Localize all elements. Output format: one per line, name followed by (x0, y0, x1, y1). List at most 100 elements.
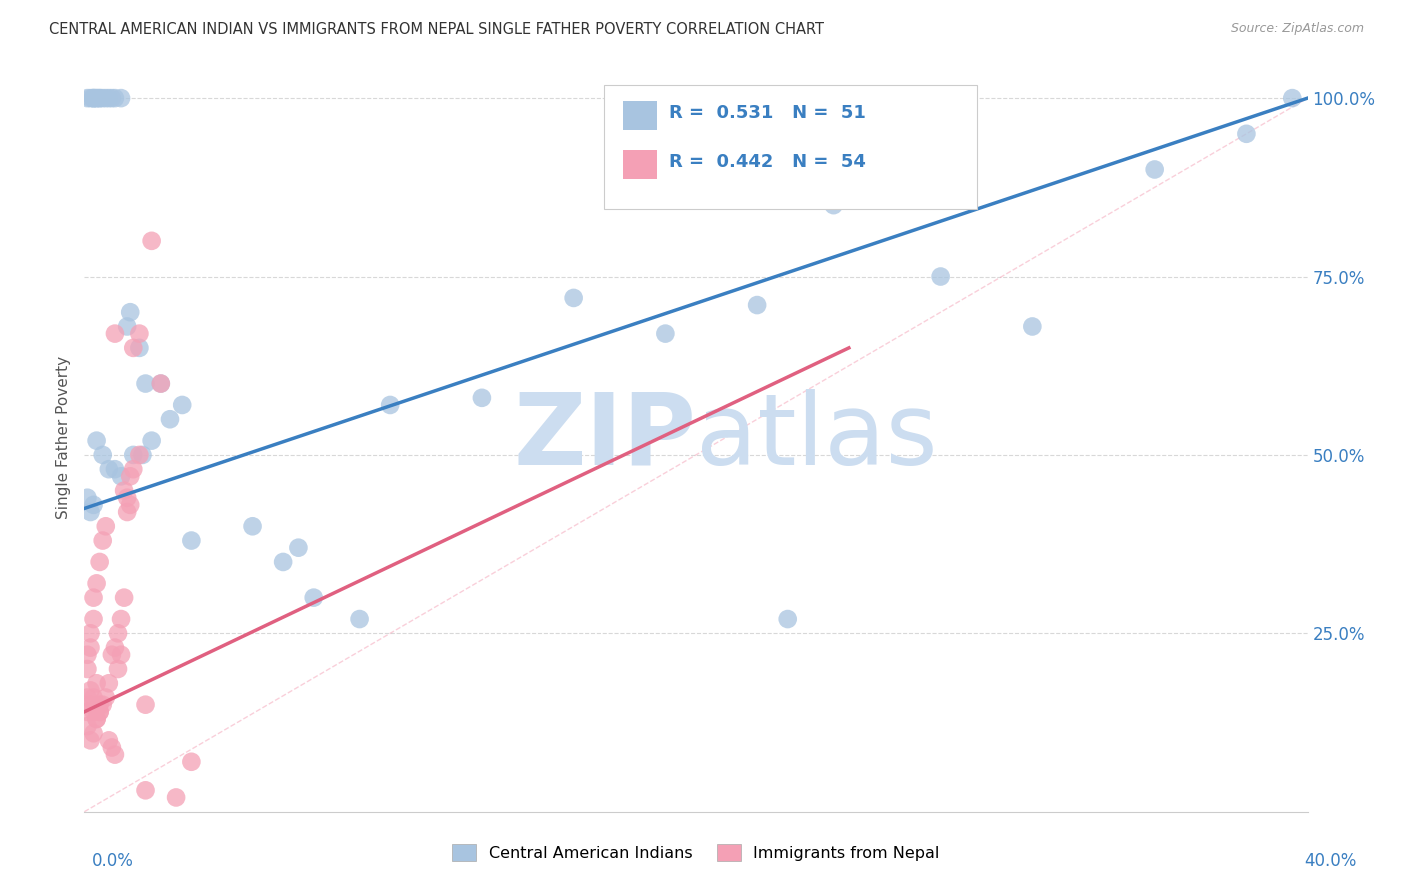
Point (131, 448, 153, 462)
Point (747, 298, 769, 312)
Point (83, 705, 105, 719)
Point (104, 326, 127, 341)
Text: CENTRAL AMERICAN INDIAN VS IMMIGRANTS FROM NEPAL SINGLE FATHER POVERTY CORRELATI: CENTRAL AMERICAN INDIAN VS IMMIGRANTS FR… (49, 22, 824, 37)
Point (776, 612, 799, 626)
Text: 40.0%: 40.0% (1305, 852, 1357, 870)
Point (79, 91, 101, 105)
Point (349, 612, 371, 626)
Point (76, 719, 98, 733)
Legend: Central American Indians, Immigrants from Nepal: Central American Indians, Immigrants fro… (446, 838, 946, 867)
Point (128, 448, 150, 462)
Point (91, 448, 114, 462)
Point (107, 626, 129, 640)
Bar (623, 102, 657, 130)
Point (1143, 162, 1166, 177)
Point (97, 733, 120, 747)
Text: atlas: atlas (696, 389, 938, 485)
Bar (623, 150, 657, 178)
Point (89, 705, 111, 719)
FancyBboxPatch shape (605, 85, 977, 209)
Point (141, 234, 163, 248)
Point (83, 690, 105, 705)
Point (104, 91, 127, 105)
Point (89, 705, 111, 719)
Point (302, 591, 325, 605)
Point (287, 541, 309, 555)
Point (79, 683, 101, 698)
Text: Source: ZipAtlas.com: Source: ZipAtlas.com (1230, 22, 1364, 36)
Point (104, 747, 127, 762)
Point (1021, 319, 1043, 334)
Point (76, 705, 98, 719)
Point (79, 505, 101, 519)
Point (76, 491, 98, 505)
Point (149, 376, 172, 391)
Point (89, 91, 111, 105)
Point (112, 483, 135, 498)
Point (159, 412, 181, 426)
Point (76, 648, 98, 662)
Point (110, 648, 132, 662)
Point (89, 91, 111, 105)
Point (101, 91, 124, 105)
Point (83, 498, 105, 512)
Point (110, 91, 132, 105)
Y-axis label: Single Father Poverty: Single Father Poverty (56, 356, 72, 518)
Point (86, 576, 108, 591)
Point (135, 698, 157, 712)
Point (79, 640, 101, 655)
Point (1281, 91, 1303, 105)
Point (83, 726, 105, 740)
Point (83, 591, 105, 605)
Point (471, 391, 494, 405)
Point (654, 326, 676, 341)
Point (83, 91, 105, 105)
Point (86, 712, 108, 726)
Point (107, 662, 129, 676)
Point (101, 648, 124, 662)
Point (122, 462, 145, 476)
Point (89, 555, 111, 569)
Text: R =  0.442   N =  54: R = 0.442 N = 54 (669, 153, 866, 171)
Point (115, 491, 138, 505)
Point (83, 612, 105, 626)
Point (122, 341, 145, 355)
Point (79, 733, 101, 747)
Point (115, 505, 138, 519)
Point (86, 91, 108, 105)
Point (172, 398, 194, 412)
Point (94, 519, 117, 533)
Point (180, 755, 202, 769)
Point (76, 690, 98, 705)
Point (122, 448, 145, 462)
Point (91, 533, 114, 548)
Point (91, 91, 114, 105)
Point (112, 591, 135, 605)
Point (104, 640, 127, 655)
Point (94, 690, 117, 705)
Point (823, 198, 845, 212)
Point (101, 740, 124, 755)
Point (76, 662, 98, 676)
Point (128, 326, 150, 341)
Text: 0.0%: 0.0% (91, 852, 134, 870)
Point (242, 519, 264, 533)
Point (135, 783, 157, 797)
Point (104, 462, 127, 476)
Point (94, 91, 117, 105)
Point (97, 676, 120, 690)
Point (91, 698, 114, 712)
Point (180, 533, 202, 548)
Point (86, 676, 108, 690)
Point (141, 434, 163, 448)
Point (86, 712, 108, 726)
Point (562, 291, 585, 305)
Point (120, 469, 142, 483)
Point (115, 319, 138, 334)
Point (97, 462, 120, 476)
Point (120, 305, 142, 319)
Point (79, 698, 101, 712)
Point (110, 469, 132, 483)
Text: R =  0.531   N =  51: R = 0.531 N = 51 (669, 104, 866, 122)
Point (380, 398, 402, 412)
